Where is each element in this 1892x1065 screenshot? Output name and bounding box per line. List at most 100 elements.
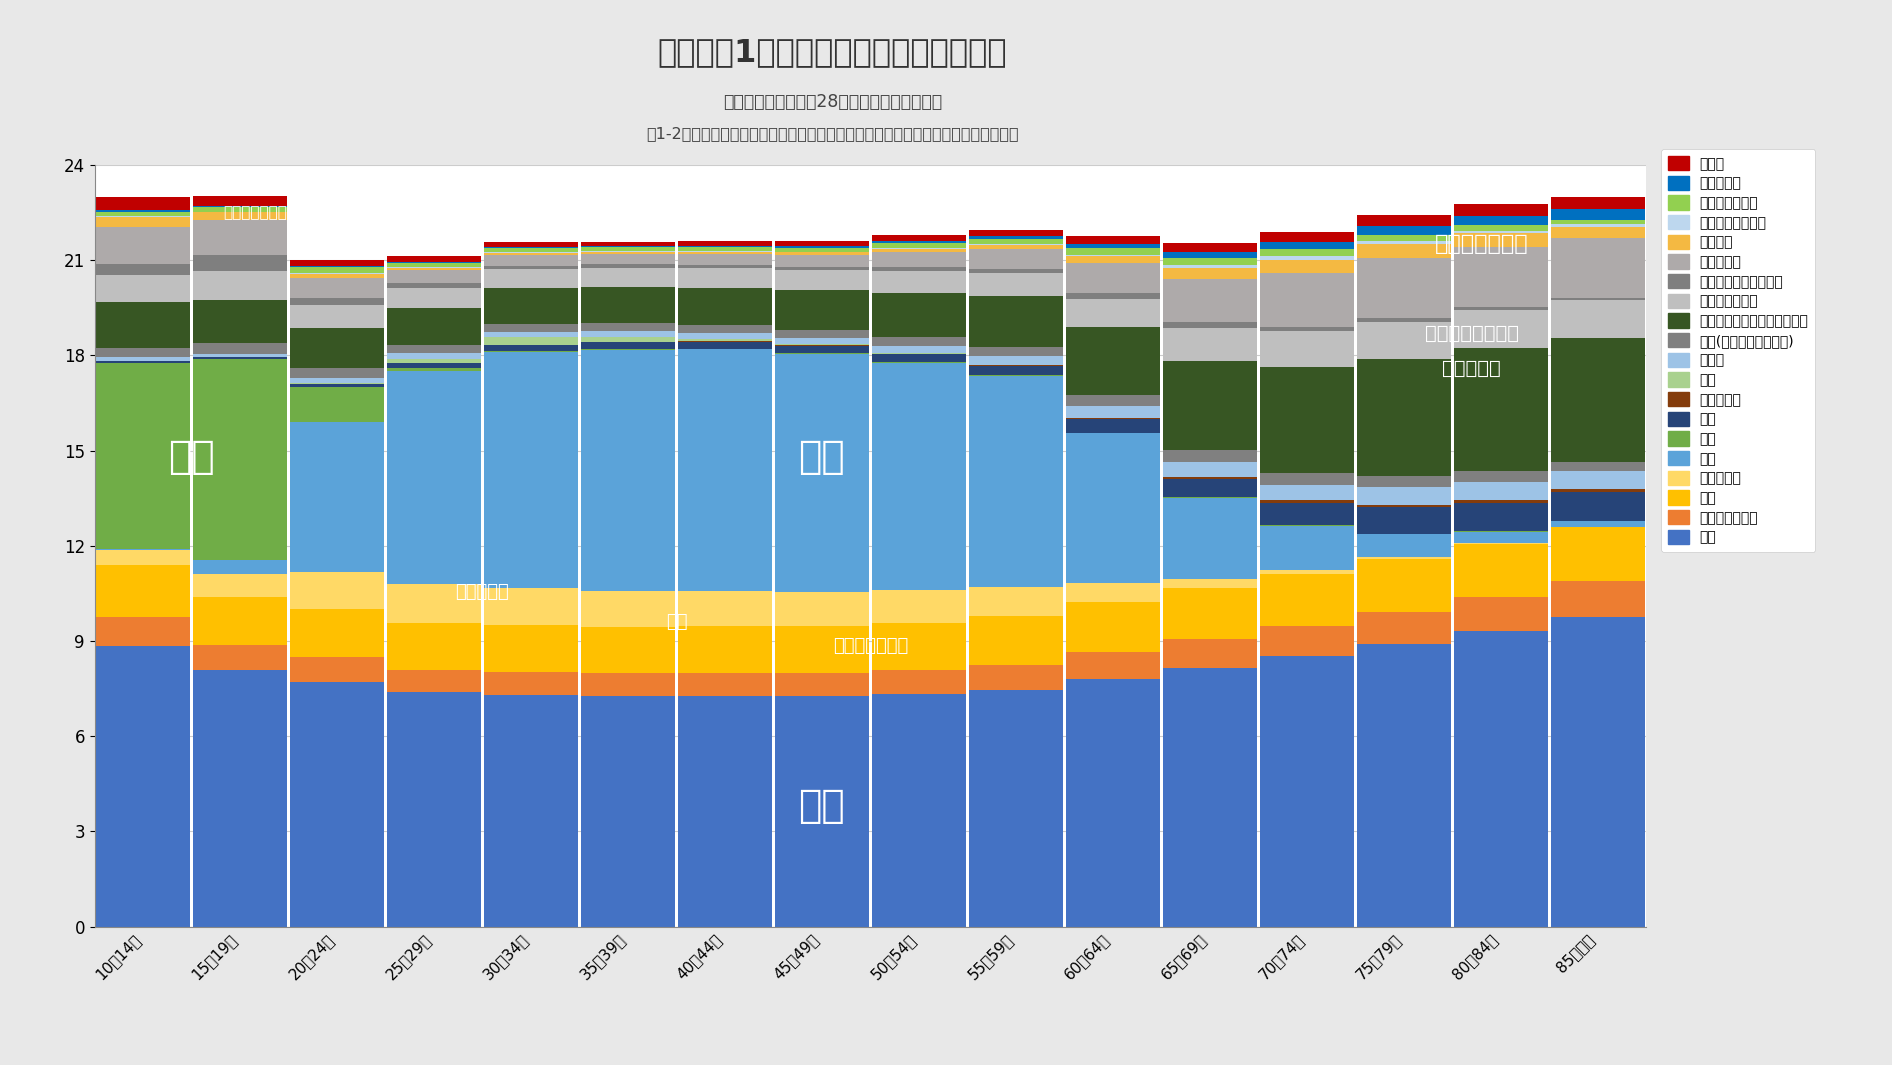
Bar <box>1164 639 1256 668</box>
Bar <box>581 337 675 342</box>
Bar <box>1260 367 1353 473</box>
Bar <box>581 242 675 246</box>
Bar <box>1453 544 1548 597</box>
Bar <box>1260 574 1353 626</box>
Bar <box>581 697 675 927</box>
Bar <box>484 350 577 353</box>
Bar <box>581 247 675 251</box>
Bar <box>969 230 1063 236</box>
Bar <box>484 289 577 324</box>
Bar <box>193 220 288 255</box>
Bar <box>1164 462 1256 477</box>
Bar <box>193 255 288 272</box>
Bar <box>677 241 772 246</box>
Bar <box>1065 298 1160 327</box>
Bar <box>776 354 868 592</box>
Bar <box>1260 232 1353 242</box>
Bar <box>969 239 1063 244</box>
Bar <box>1453 597 1548 632</box>
Bar <box>1551 210 1644 219</box>
Bar <box>1357 215 1451 226</box>
Bar <box>1357 557 1451 559</box>
Bar <box>969 356 1063 364</box>
Bar <box>193 596 288 644</box>
Bar <box>388 359 481 363</box>
Bar <box>1453 531 1548 543</box>
Bar <box>1065 652 1160 679</box>
Bar <box>484 338 577 345</box>
Bar <box>193 359 288 560</box>
Bar <box>1260 526 1353 570</box>
Bar <box>1065 395 1160 406</box>
Bar <box>1065 248 1160 255</box>
Bar <box>1065 293 1160 298</box>
Bar <box>388 267 481 269</box>
Bar <box>1260 485 1353 501</box>
Bar <box>872 271 965 293</box>
Bar <box>388 269 481 283</box>
Bar <box>193 357 288 359</box>
Bar <box>193 299 288 343</box>
Bar <box>1357 241 1451 244</box>
Text: 睡眠: 睡眠 <box>798 787 846 825</box>
Legend: その他, 受診・療養, 交際・付き合い, ボランティア活動, スポーツ, 趣味・娯楽, 学習・自己啓発・訓練, 休養・くつろぎ, テレビ・ラジオ・新聞・雑誌, : その他, 受診・療養, 交際・付き合い, ボランティア活動, スポーツ, 趣味・… <box>1661 149 1816 552</box>
Bar <box>1453 632 1548 927</box>
Text: 趣味・娯楽: 趣味・娯楽 <box>1207 199 1253 214</box>
Bar <box>1551 219 1644 225</box>
Bar <box>1453 471 1548 481</box>
Bar <box>1357 244 1451 259</box>
Bar <box>1453 348 1548 471</box>
Bar <box>1260 501 1353 503</box>
Bar <box>484 332 577 338</box>
Bar <box>193 670 288 927</box>
Bar <box>1164 279 1256 323</box>
Bar <box>776 338 868 344</box>
Bar <box>1065 433 1160 584</box>
Bar <box>289 298 384 306</box>
Bar <box>1260 570 1353 574</box>
Bar <box>96 357 189 361</box>
Bar <box>872 243 965 247</box>
Bar <box>96 211 189 212</box>
Bar <box>1453 307 1548 310</box>
Text: 仕事: 仕事 <box>798 438 846 476</box>
Bar <box>776 291 868 330</box>
Bar <box>969 236 1063 239</box>
Bar <box>1164 479 1256 497</box>
Text: 新聞・雑誌: 新聞・雑誌 <box>1442 359 1500 378</box>
Bar <box>484 266 577 269</box>
Bar <box>388 692 481 927</box>
Bar <box>969 245 1063 249</box>
Bar <box>969 365 1063 375</box>
Bar <box>484 695 577 927</box>
Bar <box>776 626 868 673</box>
Bar <box>388 345 481 354</box>
Bar <box>484 248 577 252</box>
Bar <box>581 323 675 331</box>
Bar <box>872 355 965 362</box>
Bar <box>96 197 189 211</box>
Bar <box>1551 580 1644 618</box>
Bar <box>193 644 288 670</box>
Bar <box>1164 267 1256 279</box>
Bar <box>677 251 772 253</box>
Text: 第1-2表　男女，年齢，行動の種類別総平均時間・行動者平均時間・行動者率－平日: 第1-2表 男女，年齢，行動の種類別総平均時間・行動者平均時間・行動者率－平日 <box>647 126 1018 141</box>
Bar <box>872 694 965 927</box>
Bar <box>1357 507 1451 534</box>
Bar <box>1357 359 1451 476</box>
Bar <box>776 346 868 354</box>
Bar <box>1164 497 1256 579</box>
Bar <box>289 328 384 368</box>
Bar <box>484 252 577 255</box>
Bar <box>388 283 481 288</box>
Bar <box>969 268 1063 273</box>
Bar <box>1065 679 1160 927</box>
Bar <box>1065 236 1160 244</box>
Bar <box>872 346 965 354</box>
Bar <box>872 590 965 623</box>
Bar <box>1164 252 1256 258</box>
Text: 食事: 食事 <box>666 613 687 630</box>
Bar <box>1551 197 1644 210</box>
Bar <box>872 363 965 590</box>
Bar <box>388 354 481 359</box>
